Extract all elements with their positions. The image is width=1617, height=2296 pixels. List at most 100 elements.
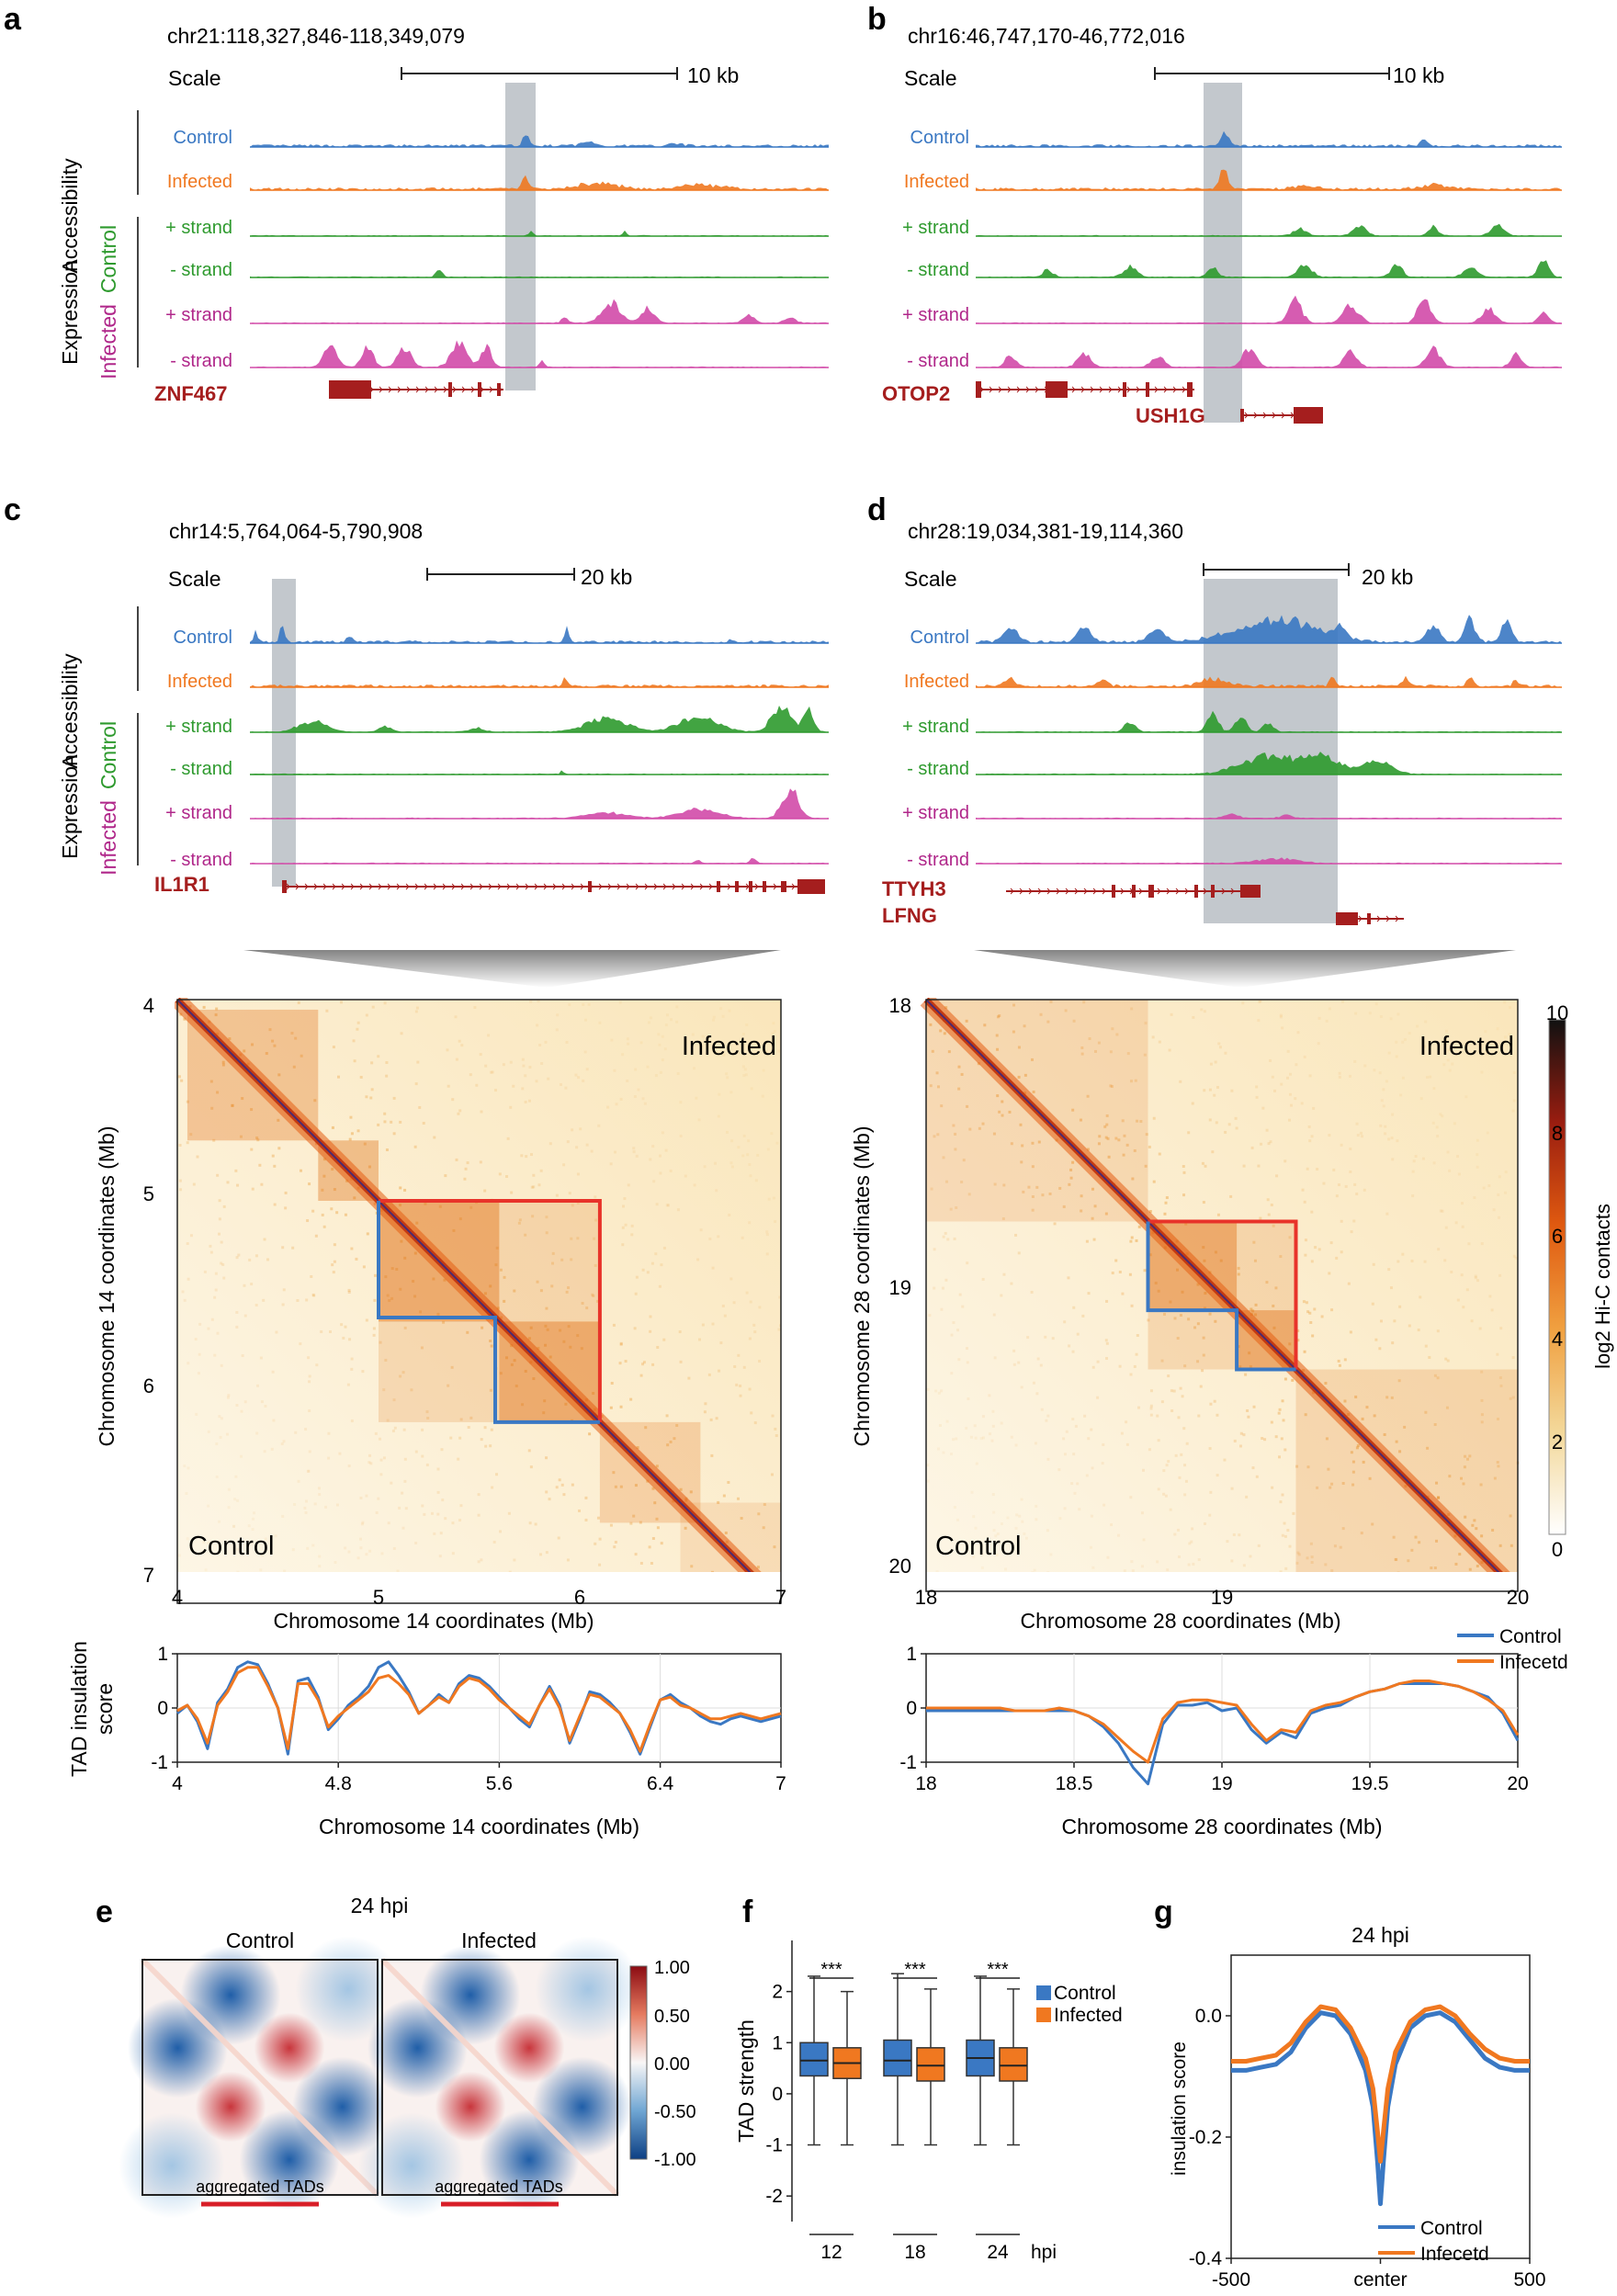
hicL-contact-pixel (455, 1058, 458, 1061)
gene-strand-arrow (1092, 888, 1097, 895)
hicR-contact-pixel (1141, 1468, 1145, 1472)
hicL-contact-pixel (532, 1377, 536, 1381)
label-b-control: Control (910, 128, 969, 148)
hicL-contact-pixel (594, 1195, 597, 1199)
hicL-contact-pixel (273, 1164, 277, 1168)
hicL-contact-pixel (393, 1426, 397, 1430)
boxplot-ytick-label: 1 (772, 2032, 783, 2053)
hicR-contact-pixel (1284, 1566, 1288, 1570)
hicR-contact-pixel (1125, 1442, 1129, 1446)
hicL-contact-pixel (537, 1183, 541, 1187)
hicR-contact-pixel (937, 1391, 941, 1395)
hicL-contact-pixel (714, 1589, 717, 1592)
hicL-contact-pixel (627, 1042, 630, 1046)
panel-a-control-accessibility-signal (250, 135, 829, 147)
hicR-contact-pixel (1329, 1241, 1333, 1245)
hicL-contact-pixel (538, 1043, 542, 1046)
hicR-contact-pixel (1343, 1399, 1347, 1403)
hicL-contact-pixel (318, 1555, 322, 1558)
hicR-contact-pixel (1130, 1007, 1134, 1011)
hicR-contact-pixel (1076, 1482, 1080, 1486)
hicR-contact-pixel (1304, 1253, 1307, 1257)
hicR-contact-pixel (1133, 1148, 1136, 1152)
hicR-contact-pixel (968, 1127, 972, 1131)
hicR-contact-pixel (1118, 1271, 1122, 1274)
hicR-contact-pixel (1435, 1481, 1439, 1485)
hicR-contact-pixel (1068, 1344, 1071, 1348)
hicL-contact-pixel (180, 1079, 184, 1082)
hicR-contact-pixel (1419, 1583, 1421, 1586)
hicR-contact-pixel (1279, 1255, 1283, 1259)
hicL-contact-pixel (235, 1256, 239, 1260)
hicR-contact-pixel (1158, 1040, 1161, 1044)
ylabel-line-2: score (93, 1683, 117, 1735)
hicL-contact-pixel (495, 1246, 499, 1250)
hicR-contact-pixel (992, 1529, 996, 1533)
hicR-contact-pixel (1320, 1315, 1324, 1318)
hicR-contact-pixel (1491, 1528, 1495, 1532)
hicL-contact-pixel (444, 1517, 447, 1521)
hicR-contact-pixel (1068, 1182, 1071, 1186)
label-a-infected-group: Infected (96, 304, 120, 379)
hicR-contact-pixel (1436, 1329, 1440, 1333)
hicL-contact-pixel (764, 1049, 768, 1053)
hicL-contact-pixel (422, 1122, 425, 1125)
hicL-contact-pixel (390, 1267, 394, 1271)
hicR-contact-pixel (1411, 1170, 1415, 1173)
hicR-contact-pixel (940, 1307, 944, 1311)
label-a-inf-plus: + strand (165, 305, 232, 325)
hicL-contact-pixel (454, 1015, 458, 1019)
hicL-contact-pixel (392, 1582, 395, 1585)
hicL-contact-pixel (770, 1132, 774, 1136)
hicR-contact-pixel (1053, 1222, 1057, 1226)
hicR-contact-pixel (1458, 1553, 1462, 1556)
hicR-contact-pixel (980, 1566, 984, 1569)
hicL-contact-pixel (635, 1154, 639, 1158)
hicL-contact-pixel (718, 1092, 721, 1096)
hicL-contact-pixel (762, 1526, 765, 1530)
hicR-contact-pixel (1283, 1521, 1286, 1525)
hicR-contact-pixel (1160, 1359, 1164, 1363)
hicL-contact-pixel (510, 1363, 514, 1366)
hicL-contact-pixel (555, 1193, 559, 1197)
hicL-contact-pixel (436, 1490, 440, 1494)
hicL-contact-pixel (282, 1440, 286, 1443)
hicL-contact-pixel (480, 1558, 483, 1562)
hicL-contact-pixel (483, 1189, 487, 1193)
hicL-contact-pixel (251, 1187, 254, 1191)
gene-strand-arrow (1046, 888, 1051, 895)
hic-right-corner-infected: Infected (1419, 1032, 1514, 1061)
hicR-contact-pixel (1278, 1408, 1282, 1411)
hicR-contact-pixel (1468, 1567, 1472, 1571)
hicL-contact-pixel (189, 1234, 193, 1238)
gene-strand-arrow (1108, 386, 1113, 393)
hicL-contact-pixel (732, 1301, 736, 1305)
insulation_chr28-ytick-label: 1 (906, 1644, 917, 1665)
hicL-contact-pixel (661, 1035, 664, 1038)
hicR-contact-pixel (987, 1539, 990, 1543)
hicL-contact-pixel (638, 1583, 640, 1586)
hicR-contact-pixel (1035, 1392, 1039, 1396)
hicR-contact-pixel (1092, 1238, 1096, 1241)
gene-exon (976, 381, 981, 398)
hicR-contact-pixel (983, 1024, 987, 1027)
hicR-contact-pixel (1344, 1184, 1348, 1188)
hicL-contact-pixel (570, 1237, 573, 1240)
hicL-contact-pixel (451, 1521, 455, 1525)
hicR-contact-pixel (1071, 1108, 1075, 1112)
hicL-contact-pixel (421, 1504, 424, 1508)
hicL-contact-pixel (571, 1204, 574, 1207)
gene-strand-arrow (1016, 386, 1021, 393)
panel-b-gene-model-0 (976, 381, 1194, 398)
hicR-contact-pixel (1421, 1157, 1425, 1160)
hicR-contact-pixel (1412, 1159, 1416, 1163)
gene-strand-arrow (773, 883, 777, 890)
hicR-contact-pixel (1230, 1089, 1234, 1092)
gene-strand-arrow (1037, 888, 1042, 895)
hicR-contact-pixel (1408, 1324, 1411, 1328)
hicR-contact-pixel (1432, 1161, 1436, 1165)
hicL-contact-pixel (438, 1205, 442, 1208)
hicL-contact-pixel (179, 1188, 183, 1192)
hicL-contact-pixel (484, 1064, 488, 1068)
hicR-contact-pixel (1396, 1571, 1400, 1572)
